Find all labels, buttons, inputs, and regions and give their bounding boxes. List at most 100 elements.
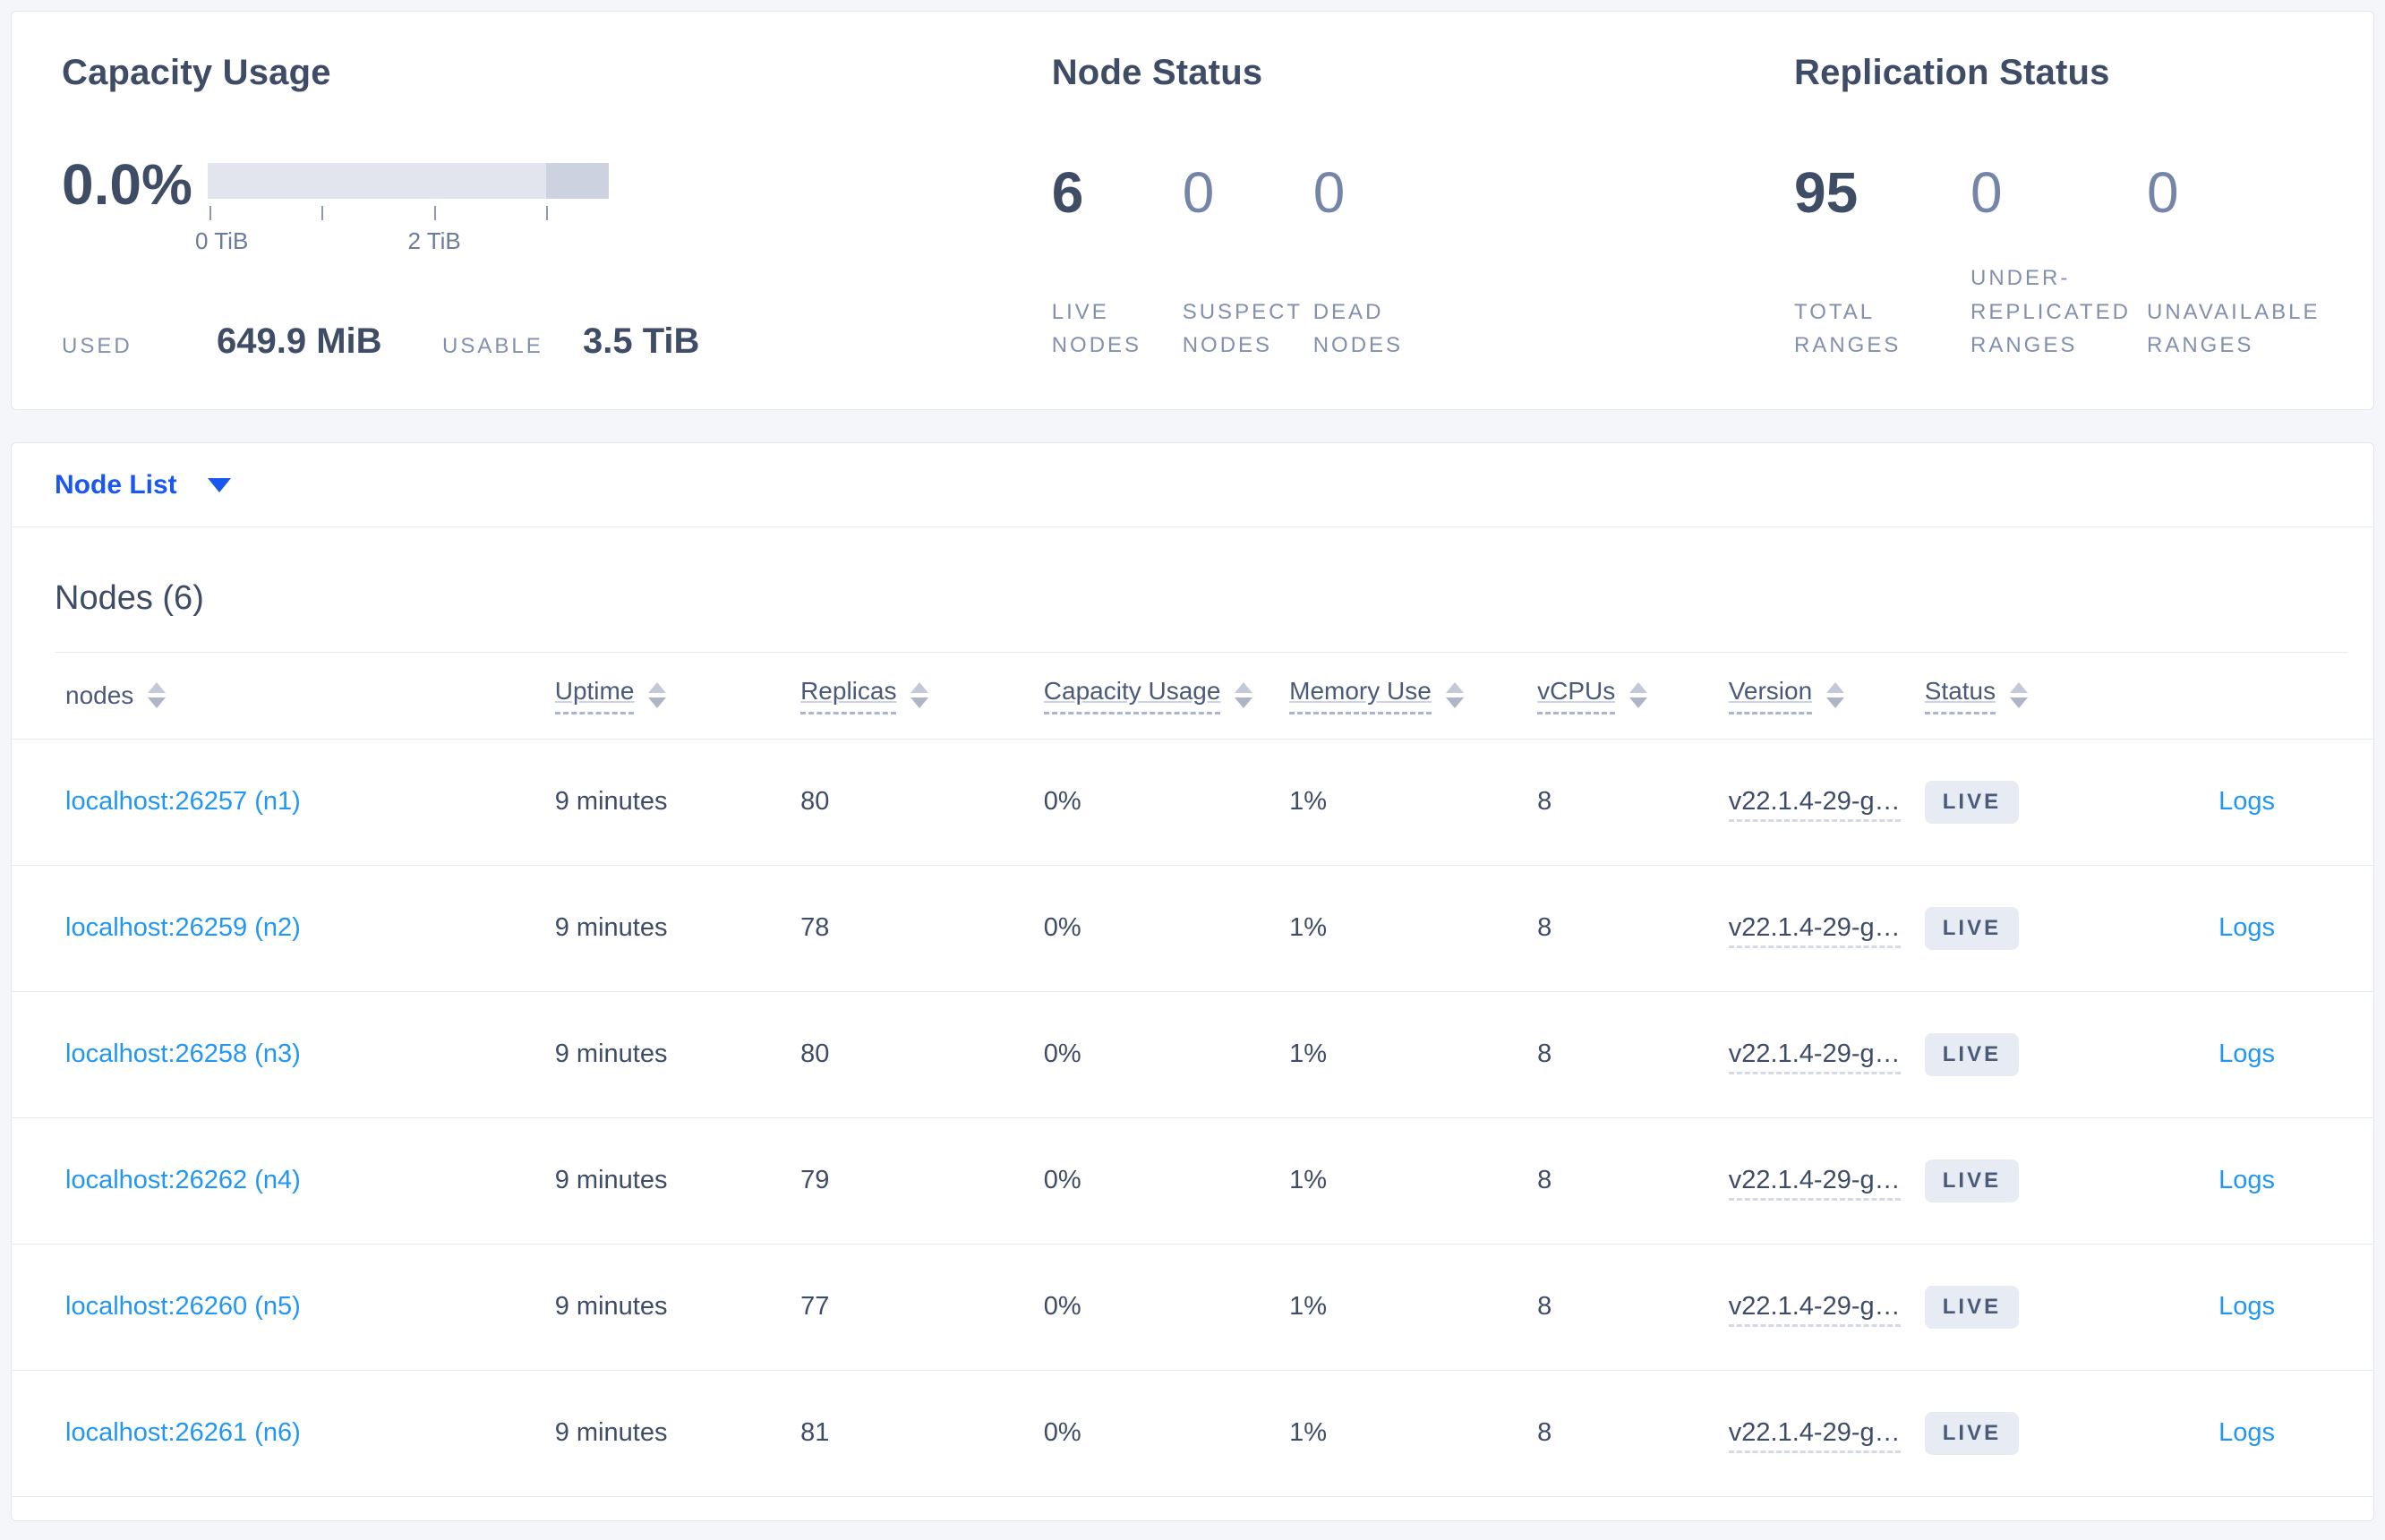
status-badge: LIVE	[1924, 1411, 2020, 1455]
column-header-replicas-label: Replicas	[800, 677, 897, 714]
column-header-version[interactable]: Version	[1728, 653, 1925, 740]
under-replicated-ranges-label: UNDER-REPLICATED RANGES	[1970, 266, 2131, 357]
gauge-tick-1	[321, 206, 323, 220]
column-header-logs	[2149, 653, 2373, 740]
uptime-cell: 9 minutes	[554, 1370, 801, 1497]
column-header-replicas[interactable]: Replicas	[800, 653, 1044, 740]
column-header-vcpus[interactable]: vCPUs	[1537, 653, 1729, 740]
column-header-status-label: Status	[1924, 677, 1996, 714]
sort-icon[interactable]	[1826, 682, 1845, 709]
dead-nodes-label: DEAD NODES	[1312, 299, 1404, 357]
node-link[interactable]: localhost:26258 (n3)	[65, 1040, 301, 1068]
table-row: localhost:26258 (n3) 9 minutes 80 0% 1% …	[12, 991, 2373, 1118]
usable-label: USABLE	[442, 334, 543, 358]
version-cell: v22.1.4-29-g…	[1728, 1292, 1901, 1327]
view-selector-bar: Node List	[12, 443, 2373, 527]
dead-nodes-stat: 0 DEAD NODES	[1312, 162, 1444, 362]
table-row: localhost:26261 (n6) 9 minutes 81 0% 1% …	[12, 1370, 2373, 1497]
sort-icon[interactable]	[1445, 682, 1464, 709]
replicas-cell: 80	[800, 739, 1044, 866]
unavailable-ranges-stat: 0 UNAVAILABLE RANGES	[2147, 160, 2323, 362]
sort-icon[interactable]	[1629, 682, 1648, 709]
memory-cell: 1%	[1289, 1370, 1538, 1497]
column-header-capacity-usage-label: Capacity Usage	[1043, 677, 1221, 714]
node-link[interactable]: localhost:26262 (n4)	[65, 1166, 301, 1194]
replicas-cell: 81	[800, 1370, 1044, 1497]
replication-status-title: Replication Status	[1794, 53, 2110, 92]
version-cell: v22.1.4-29-g…	[1728, 1418, 1901, 1453]
node-list-dropdown[interactable]: Node List	[55, 470, 231, 500]
uptime-cell: 9 minutes	[554, 739, 801, 866]
capacity-cell: 0%	[1043, 739, 1290, 866]
table-row: localhost:26260 (n5) 9 minutes 77 0% 1% …	[12, 1244, 2373, 1371]
logs-link[interactable]: Logs	[2218, 1166, 2275, 1194]
node-link[interactable]: localhost:26260 (n5)	[65, 1292, 301, 1321]
uptime-cell: 9 minutes	[554, 1244, 801, 1371]
capacity-cell: 0%	[1043, 1244, 1290, 1371]
used-value: 649.9 MiB	[217, 321, 382, 361]
column-header-capacity-usage[interactable]: Capacity Usage	[1043, 653, 1290, 740]
status-badge: LIVE	[1924, 780, 2020, 824]
vcpus-cell: 8	[1537, 1244, 1729, 1371]
sort-icon[interactable]	[2010, 682, 2029, 709]
replicas-cell: 79	[800, 1117, 1044, 1245]
column-header-status[interactable]: Status	[1924, 653, 2150, 740]
logs-link[interactable]: Logs	[2218, 913, 2275, 942]
column-header-uptime-label: Uptime	[554, 677, 635, 714]
uptime-cell: 9 minutes	[554, 1117, 801, 1245]
logs-link[interactable]: Logs	[2218, 1040, 2275, 1068]
gauge-tick-0	[209, 206, 211, 220]
suspect-nodes-label: SUSPECT NODES	[1182, 299, 1303, 357]
gauge-tick-3	[546, 206, 549, 220]
table-row: localhost:26262 (n4) 9 minutes 79 0% 1% …	[12, 1117, 2373, 1245]
column-header-vcpus-label: vCPUs	[1537, 677, 1616, 714]
replicas-cell: 78	[800, 865, 1044, 992]
node-link[interactable]: localhost:26261 (n6)	[65, 1418, 301, 1447]
status-badge: LIVE	[1924, 906, 2020, 950]
sort-icon[interactable]	[1235, 682, 1253, 709]
node-status-section: Node Status 6 LIVE NODES 0 SUSPECT NODES…	[1052, 53, 1794, 363]
status-badge: LIVE	[1924, 1032, 2020, 1076]
column-header-memory-use[interactable]: Memory Use	[1289, 653, 1538, 740]
nodes-table: nodes Uptime Replicas	[12, 653, 2373, 1497]
sort-icon[interactable]	[648, 682, 667, 709]
memory-cell: 1%	[1289, 991, 1538, 1118]
capacity-gauge: 0 TiB 2 TiB	[195, 163, 609, 254]
table-row: localhost:26257 (n1) 9 minutes 80 0% 1% …	[12, 739, 2373, 866]
column-header-uptime[interactable]: Uptime	[554, 653, 801, 740]
version-cell: v22.1.4-29-g…	[1728, 1166, 1901, 1201]
memory-cell: 1%	[1289, 1244, 1538, 1371]
column-header-nodes[interactable]: nodes	[12, 653, 555, 740]
under-replicated-ranges-stat: 0 UNDER-REPLICATED RANGES	[1970, 160, 2147, 362]
table-row: localhost:26259 (n2) 9 minutes 78 0% 1% …	[12, 865, 2373, 992]
under-replicated-ranges-value: 0	[1970, 160, 2003, 225]
unavailable-ranges-value: 0	[2147, 160, 2179, 225]
logs-link[interactable]: Logs	[2218, 1292, 2275, 1321]
logs-link[interactable]: Logs	[2218, 1418, 2275, 1447]
gauge-tick-label-2: 2 TiB	[407, 227, 461, 254]
total-ranges-label: TOTAL RANGES	[1794, 299, 1902, 357]
capacity-usage-title: Capacity Usage	[62, 53, 331, 92]
gauge-tick-label-0: 0 TiB	[195, 227, 249, 254]
nodes-table-title: Nodes (6)	[55, 579, 204, 617]
capacity-cell: 0%	[1043, 865, 1290, 992]
version-cell: v22.1.4-29-g…	[1728, 787, 1901, 822]
vcpus-cell: 8	[1537, 991, 1729, 1118]
logs-link[interactable]: Logs	[2218, 787, 2275, 816]
version-cell: v22.1.4-29-g…	[1728, 1040, 1901, 1074]
suspect-nodes-stat: 0 SUSPECT NODES	[1182, 162, 1313, 362]
sort-icon[interactable]	[148, 682, 167, 709]
status-badge: LIVE	[1924, 1159, 2020, 1202]
unavailable-ranges-label: UNAVAILABLE RANGES	[2147, 299, 2321, 357]
node-link[interactable]: localhost:26257 (n1)	[65, 787, 301, 816]
used-label: USED	[62, 334, 132, 358]
vcpus-cell: 8	[1537, 1117, 1729, 1245]
uptime-cell: 9 minutes	[554, 991, 801, 1118]
version-cell: v22.1.4-29-g…	[1728, 913, 1901, 948]
column-header-nodes-label: nodes	[65, 680, 134, 709]
capacity-usage-section: Capacity Usage 0.0% 0 TiB 2 TiB	[62, 53, 1052, 363]
sort-icon[interactable]	[910, 682, 929, 709]
status-badge: LIVE	[1924, 1285, 2020, 1329]
capacity-gauge-reserved-segment	[546, 163, 609, 199]
node-link[interactable]: localhost:26259 (n2)	[65, 913, 301, 942]
